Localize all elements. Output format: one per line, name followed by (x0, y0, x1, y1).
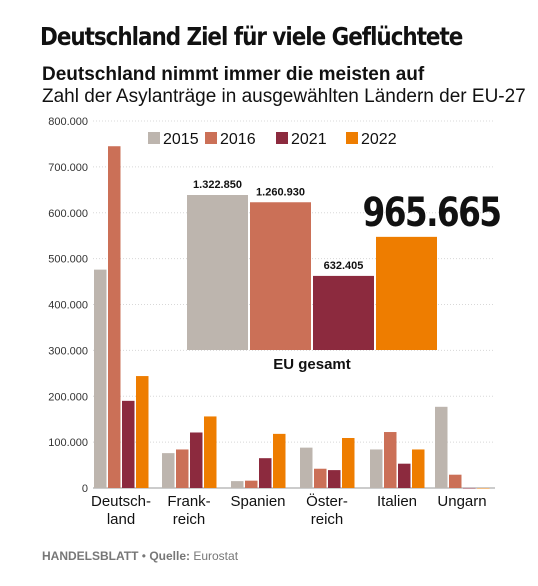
x-category-label-line: land (107, 511, 135, 528)
y-tick-label: 800.000 (48, 116, 88, 128)
x-category-label: Frank-reich (167, 493, 210, 528)
chart-description: Zahl der Asylanträge in ausgewählten Län… (42, 86, 526, 107)
y-tick-label: 400.000 (48, 300, 88, 312)
eu-value-label: 1.322.850 (193, 179, 242, 191)
legend-swatch-2016 (205, 132, 217, 144)
bar-2015 (94, 269, 107, 488)
bar-2015 (300, 447, 313, 488)
bar-2015 (435, 406, 448, 488)
bar-2021 (463, 487, 476, 489)
source-label: Quelle: (149, 549, 190, 563)
footer-separator: • (138, 549, 150, 563)
eu-bar-2015 (187, 195, 248, 350)
bar-2016 (449, 474, 462, 488)
y-tick-label: 300.000 (48, 345, 88, 357)
eu-value-label: 1.260.930 (256, 186, 305, 198)
x-category-label: Ungarn (437, 493, 486, 510)
bar-2016 (176, 449, 189, 488)
x-category-label: Italien (377, 493, 417, 510)
bar-2021 (398, 463, 411, 488)
legend-label-2016: 2016 (220, 131, 256, 148)
bar-2022 (273, 433, 286, 488)
y-tick-label: 600.000 (48, 208, 88, 220)
eu-bar-2022 (376, 236, 437, 350)
legend-swatch-2015 (148, 132, 160, 144)
bar-2016 (384, 432, 397, 488)
x-category-label: Deutsch-land (91, 493, 151, 528)
bar-2022 (136, 376, 149, 488)
y-tick-label: 700.000 (48, 162, 88, 174)
bar-2022 (342, 437, 355, 488)
bar-2016 (314, 468, 327, 488)
publisher-label: HANDELSBLATT (42, 549, 139, 563)
bar-2015 (231, 481, 244, 488)
y-tick-label: 500.000 (48, 254, 88, 266)
bar-2021 (122, 400, 135, 488)
bar-2016 (108, 146, 121, 488)
source-name: Eurostat (190, 549, 239, 563)
bar-2022 (204, 416, 217, 488)
y-tick-label: 200.000 (48, 391, 88, 403)
x-category-label: Spanien (230, 493, 285, 510)
eu-chart-title: EU gesamt (273, 356, 351, 373)
bar-2021 (190, 432, 203, 488)
x-category-label-line: Öster- (306, 492, 348, 510)
bar-2022 (477, 487, 490, 489)
bar-2015 (162, 453, 175, 488)
y-tick-label: 100.000 (48, 437, 88, 449)
bar-2015 (370, 449, 383, 488)
bar-2021 (259, 458, 272, 488)
legend-label-2021: 2021 (291, 131, 327, 148)
bar-2021 (328, 470, 341, 488)
x-category-label-line: Deutsch- (91, 493, 151, 510)
legend-label-2022: 2022 (361, 131, 397, 148)
x-category-label: Öster-reich (306, 492, 348, 528)
x-category-label-line: Italien (377, 493, 417, 510)
eu-bar-2021 (313, 275, 374, 350)
eu-bar-2016 (250, 202, 311, 350)
y-tick-label: 0 (82, 483, 88, 495)
x-category-label-line: Ungarn (437, 493, 486, 510)
legend-swatch-2022 (346, 132, 358, 144)
eu-value-label: 632.405 (324, 260, 364, 272)
legend-label-2015: 2015 (163, 131, 199, 148)
x-category-label-line: Spanien (230, 493, 285, 510)
legend-swatch-2021 (276, 132, 288, 144)
chart-subtitle: Deutschland nimmt immer die meisten auf (42, 64, 425, 85)
chart-title: Deutschland Ziel für viele Geflüchtete (40, 22, 463, 51)
bar-2016 (245, 480, 258, 488)
eu-value-label-highlight: 965.665 (363, 189, 501, 236)
x-category-label-line: reich (311, 511, 344, 528)
source-note: HANDELSBLATT • Quelle: Eurostat (42, 549, 238, 563)
x-category-label-line: reich (173, 511, 206, 528)
bar-2022 (412, 449, 425, 488)
x-category-label-line: Frank- (167, 493, 210, 510)
